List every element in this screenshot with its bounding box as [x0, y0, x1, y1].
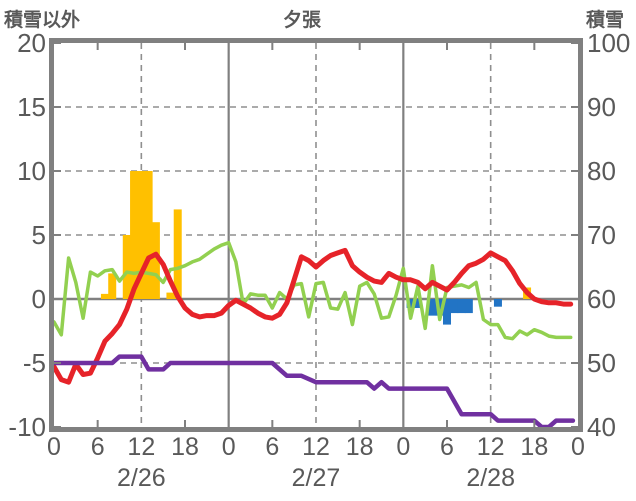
right-axis-tick-label: 100: [587, 28, 631, 58]
date-label: 2/27: [291, 464, 341, 492]
blue-bars: [450, 299, 459, 314]
hour-tick-label: 0: [571, 433, 585, 461]
orange-bars: [173, 209, 182, 299]
right-axis-title: 積雪: [586, 10, 625, 31]
hour-tick-label: 18: [520, 433, 549, 461]
hour-tick-label: 6: [90, 433, 105, 461]
hour-tick-label: 18: [345, 433, 374, 461]
blue-bars: [442, 299, 452, 325]
blue-bars: [413, 299, 422, 308]
hour-tick-label: 12: [476, 433, 505, 461]
blue-bars: [428, 299, 437, 316]
orange-bars: [108, 273, 117, 299]
hour-tick-label: 0: [396, 433, 411, 461]
left-axis-tick-label: 0: [31, 284, 46, 314]
plot-border: [49, 38, 583, 432]
right-axis-tick-label: 50: [587, 348, 616, 378]
blue-bars: [406, 299, 415, 308]
orange-bars: [144, 171, 153, 299]
hour-tick-label: 12: [302, 433, 330, 461]
hour-tick-label: 18: [171, 433, 199, 461]
orange-bars: [151, 222, 160, 299]
orange-bars: [137, 171, 146, 299]
purple-line: [54, 354, 576, 427]
left-axis-tick-label: -5: [22, 348, 46, 378]
date-label: 2/28: [466, 464, 515, 492]
right-axis-tick-label: 80: [587, 156, 616, 186]
left-axis-tick-label: 10: [17, 156, 46, 186]
left-axis-title: 積雪以外: [4, 10, 81, 31]
chart-title: 夕張: [282, 10, 321, 31]
right-axis-tick-label: 90: [587, 92, 616, 122]
blue-bars: [493, 299, 502, 307]
blue-bars: [457, 299, 466, 314]
orange-bars: [166, 292, 175, 299]
hour-tick-label: 0: [221, 433, 236, 461]
hour-tick-label: 12: [127, 433, 156, 461]
right-axis-tick-label: 70: [587, 220, 616, 250]
blue-bars: [464, 299, 473, 314]
hour-tick-label: 6: [265, 433, 280, 461]
orange-bars: [122, 235, 131, 299]
hour-tick-label: 0: [47, 433, 61, 461]
left-axis-tick-label: -10: [8, 412, 46, 442]
date-label: 2/26: [116, 464, 166, 492]
right-axis-tick-label: 60: [587, 284, 616, 314]
right-axis-tick-label: 40: [587, 412, 616, 442]
orange-bars: [130, 171, 139, 299]
left-axis-tick-label: 20: [17, 28, 46, 58]
left-axis-tick-label: 5: [31, 220, 46, 250]
orange-bars: [100, 293, 109, 299]
red-line: [54, 247, 574, 385]
left-axis-tick-label: 15: [17, 92, 46, 122]
hour-tick-label: 6: [440, 433, 454, 461]
